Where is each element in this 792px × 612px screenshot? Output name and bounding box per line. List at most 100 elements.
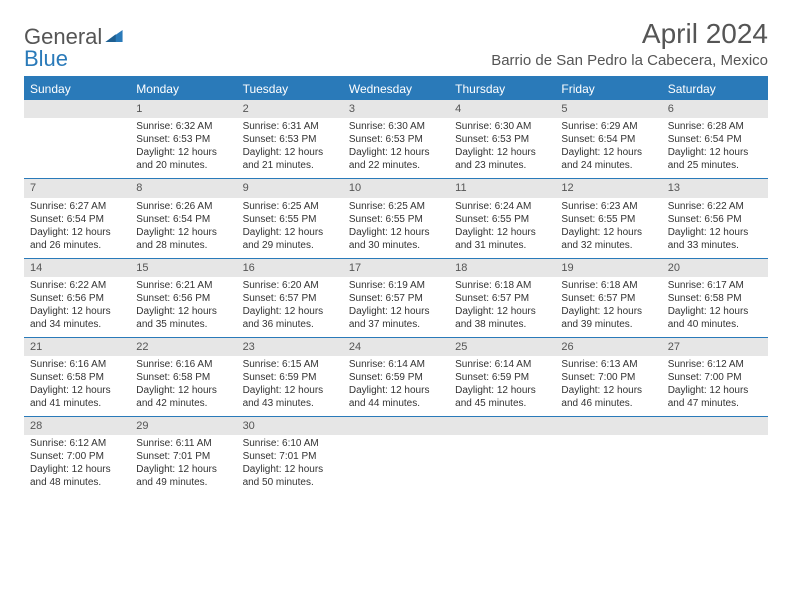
day-line: Sunrise: 6:19 AM: [349, 279, 443, 292]
day-number: 12: [555, 179, 661, 197]
day-line: Daylight: 12 hours: [243, 305, 337, 318]
day-content: Sunrise: 6:16 AMSunset: 6:58 PMDaylight:…: [130, 356, 236, 416]
day-line: Sunset: 6:54 PM: [30, 213, 124, 226]
day-content: Sunrise: 6:32 AMSunset: 6:53 PMDaylight:…: [130, 118, 236, 178]
day-line: Sunrise: 6:20 AM: [243, 279, 337, 292]
day-line: Sunrise: 6:12 AM: [30, 437, 124, 450]
day-content: [662, 435, 768, 493]
day-line: Sunset: 6:59 PM: [455, 371, 549, 384]
calendar-day-cell: 24Sunrise: 6:14 AMSunset: 6:59 PMDayligh…: [343, 338, 449, 416]
day-line: Sunset: 6:58 PM: [30, 371, 124, 384]
calendar-week: 7Sunrise: 6:27 AMSunset: 6:54 PMDaylight…: [24, 179, 768, 258]
day-line: and 24 minutes.: [561, 159, 655, 172]
calendar-day-cell: 13Sunrise: 6:22 AMSunset: 6:56 PMDayligh…: [662, 179, 768, 257]
day-content: Sunrise: 6:12 AMSunset: 7:00 PMDaylight:…: [662, 356, 768, 416]
calendar-day-cell: 23Sunrise: 6:15 AMSunset: 6:59 PMDayligh…: [237, 338, 343, 416]
day-line: Sunset: 6:59 PM: [349, 371, 443, 384]
day-number: 17: [343, 259, 449, 277]
day-content: Sunrise: 6:18 AMSunset: 6:57 PMDaylight:…: [555, 277, 661, 337]
day-line: and 42 minutes.: [136, 397, 230, 410]
day-line: Daylight: 12 hours: [243, 146, 337, 159]
day-line: and 49 minutes.: [136, 476, 230, 489]
day-number: 22: [130, 338, 236, 356]
day-line: Sunrise: 6:24 AM: [455, 200, 549, 213]
calendar-day-cell: 15Sunrise: 6:21 AMSunset: 6:56 PMDayligh…: [130, 259, 236, 337]
day-content: Sunrise: 6:30 AMSunset: 6:53 PMDaylight:…: [343, 118, 449, 178]
day-line: Sunset: 6:55 PM: [561, 213, 655, 226]
day-number: 1: [130, 100, 236, 118]
day-line: Sunset: 6:54 PM: [561, 133, 655, 146]
calendar-day-cell: [24, 100, 130, 178]
day-line: Daylight: 12 hours: [243, 463, 337, 476]
day-line: and 36 minutes.: [243, 318, 337, 331]
day-number: 19: [555, 259, 661, 277]
day-line: and 44 minutes.: [349, 397, 443, 410]
day-content: [449, 435, 555, 493]
calendar-day-cell: 3Sunrise: 6:30 AMSunset: 6:53 PMDaylight…: [343, 100, 449, 178]
calendar-day-cell: 26Sunrise: 6:13 AMSunset: 7:00 PMDayligh…: [555, 338, 661, 416]
day-line: Sunset: 6:54 PM: [668, 133, 762, 146]
day-line: Daylight: 12 hours: [243, 226, 337, 239]
day-content: Sunrise: 6:26 AMSunset: 6:54 PMDaylight:…: [130, 198, 236, 258]
calendar-day-cell: 20Sunrise: 6:17 AMSunset: 6:58 PMDayligh…: [662, 259, 768, 337]
day-line: Sunset: 6:57 PM: [349, 292, 443, 305]
day-line: Sunrise: 6:13 AM: [561, 358, 655, 371]
day-number: 2: [237, 100, 343, 118]
day-line: Daylight: 12 hours: [561, 305, 655, 318]
day-number: 21: [24, 338, 130, 356]
day-line: Daylight: 12 hours: [136, 384, 230, 397]
day-line: Sunset: 6:57 PM: [243, 292, 337, 305]
day-line: Daylight: 12 hours: [243, 384, 337, 397]
day-number: [343, 417, 449, 435]
day-content: Sunrise: 6:28 AMSunset: 6:54 PMDaylight:…: [662, 118, 768, 178]
day-content: Sunrise: 6:24 AMSunset: 6:55 PMDaylight:…: [449, 198, 555, 258]
day-content: Sunrise: 6:31 AMSunset: 6:53 PMDaylight:…: [237, 118, 343, 178]
day-number: 10: [343, 179, 449, 197]
calendar-day-cell: [343, 417, 449, 495]
calendar-day-cell: 12Sunrise: 6:23 AMSunset: 6:55 PMDayligh…: [555, 179, 661, 257]
day-content: Sunrise: 6:11 AMSunset: 7:01 PMDaylight:…: [130, 435, 236, 495]
day-number: 5: [555, 100, 661, 118]
day-line: and 26 minutes.: [30, 239, 124, 252]
day-content: [24, 118, 130, 176]
day-number: 11: [449, 179, 555, 197]
day-line: Sunset: 6:55 PM: [349, 213, 443, 226]
day-content: Sunrise: 6:25 AMSunset: 6:55 PMDaylight:…: [343, 198, 449, 258]
day-line: and 46 minutes.: [561, 397, 655, 410]
day-line: and 34 minutes.: [30, 318, 124, 331]
day-line: Sunrise: 6:14 AM: [455, 358, 549, 371]
logo: GeneralBlue: [24, 18, 123, 70]
day-line: and 47 minutes.: [668, 397, 762, 410]
day-content: Sunrise: 6:18 AMSunset: 6:57 PMDaylight:…: [449, 277, 555, 337]
day-line: Daylight: 12 hours: [30, 384, 124, 397]
day-line: Sunrise: 6:22 AM: [668, 200, 762, 213]
day-number: [24, 100, 130, 118]
calendar-day-cell: 19Sunrise: 6:18 AMSunset: 6:57 PMDayligh…: [555, 259, 661, 337]
day-line: Sunset: 7:00 PM: [30, 450, 124, 463]
day-header-wed: Wednesday: [343, 78, 449, 100]
day-line: Sunset: 6:53 PM: [349, 133, 443, 146]
day-number: 9: [237, 179, 343, 197]
calendar-day-cell: 27Sunrise: 6:12 AMSunset: 7:00 PMDayligh…: [662, 338, 768, 416]
day-line: and 40 minutes.: [668, 318, 762, 331]
day-line: Sunrise: 6:12 AM: [668, 358, 762, 371]
day-line: Daylight: 12 hours: [561, 146, 655, 159]
day-line: Sunrise: 6:26 AM: [136, 200, 230, 213]
day-line: Sunrise: 6:11 AM: [136, 437, 230, 450]
day-line: and 41 minutes.: [30, 397, 124, 410]
day-line: Sunrise: 6:30 AM: [349, 120, 443, 133]
calendar-day-cell: 2Sunrise: 6:31 AMSunset: 6:53 PMDaylight…: [237, 100, 343, 178]
day-line: and 45 minutes.: [455, 397, 549, 410]
calendar-day-cell: 7Sunrise: 6:27 AMSunset: 6:54 PMDaylight…: [24, 179, 130, 257]
day-number: 26: [555, 338, 661, 356]
day-content: Sunrise: 6:22 AMSunset: 6:56 PMDaylight:…: [24, 277, 130, 337]
day-line: Sunrise: 6:25 AM: [349, 200, 443, 213]
logo-text-2: Blue: [24, 46, 68, 71]
day-line: Sunset: 6:59 PM: [243, 371, 337, 384]
calendar-day-cell: 10Sunrise: 6:25 AMSunset: 6:55 PMDayligh…: [343, 179, 449, 257]
calendar-day-cell: 11Sunrise: 6:24 AMSunset: 6:55 PMDayligh…: [449, 179, 555, 257]
day-line: Sunset: 6:57 PM: [455, 292, 549, 305]
day-header-sun: Sunday: [24, 78, 130, 100]
day-line: and 35 minutes.: [136, 318, 230, 331]
day-line: Daylight: 12 hours: [136, 146, 230, 159]
